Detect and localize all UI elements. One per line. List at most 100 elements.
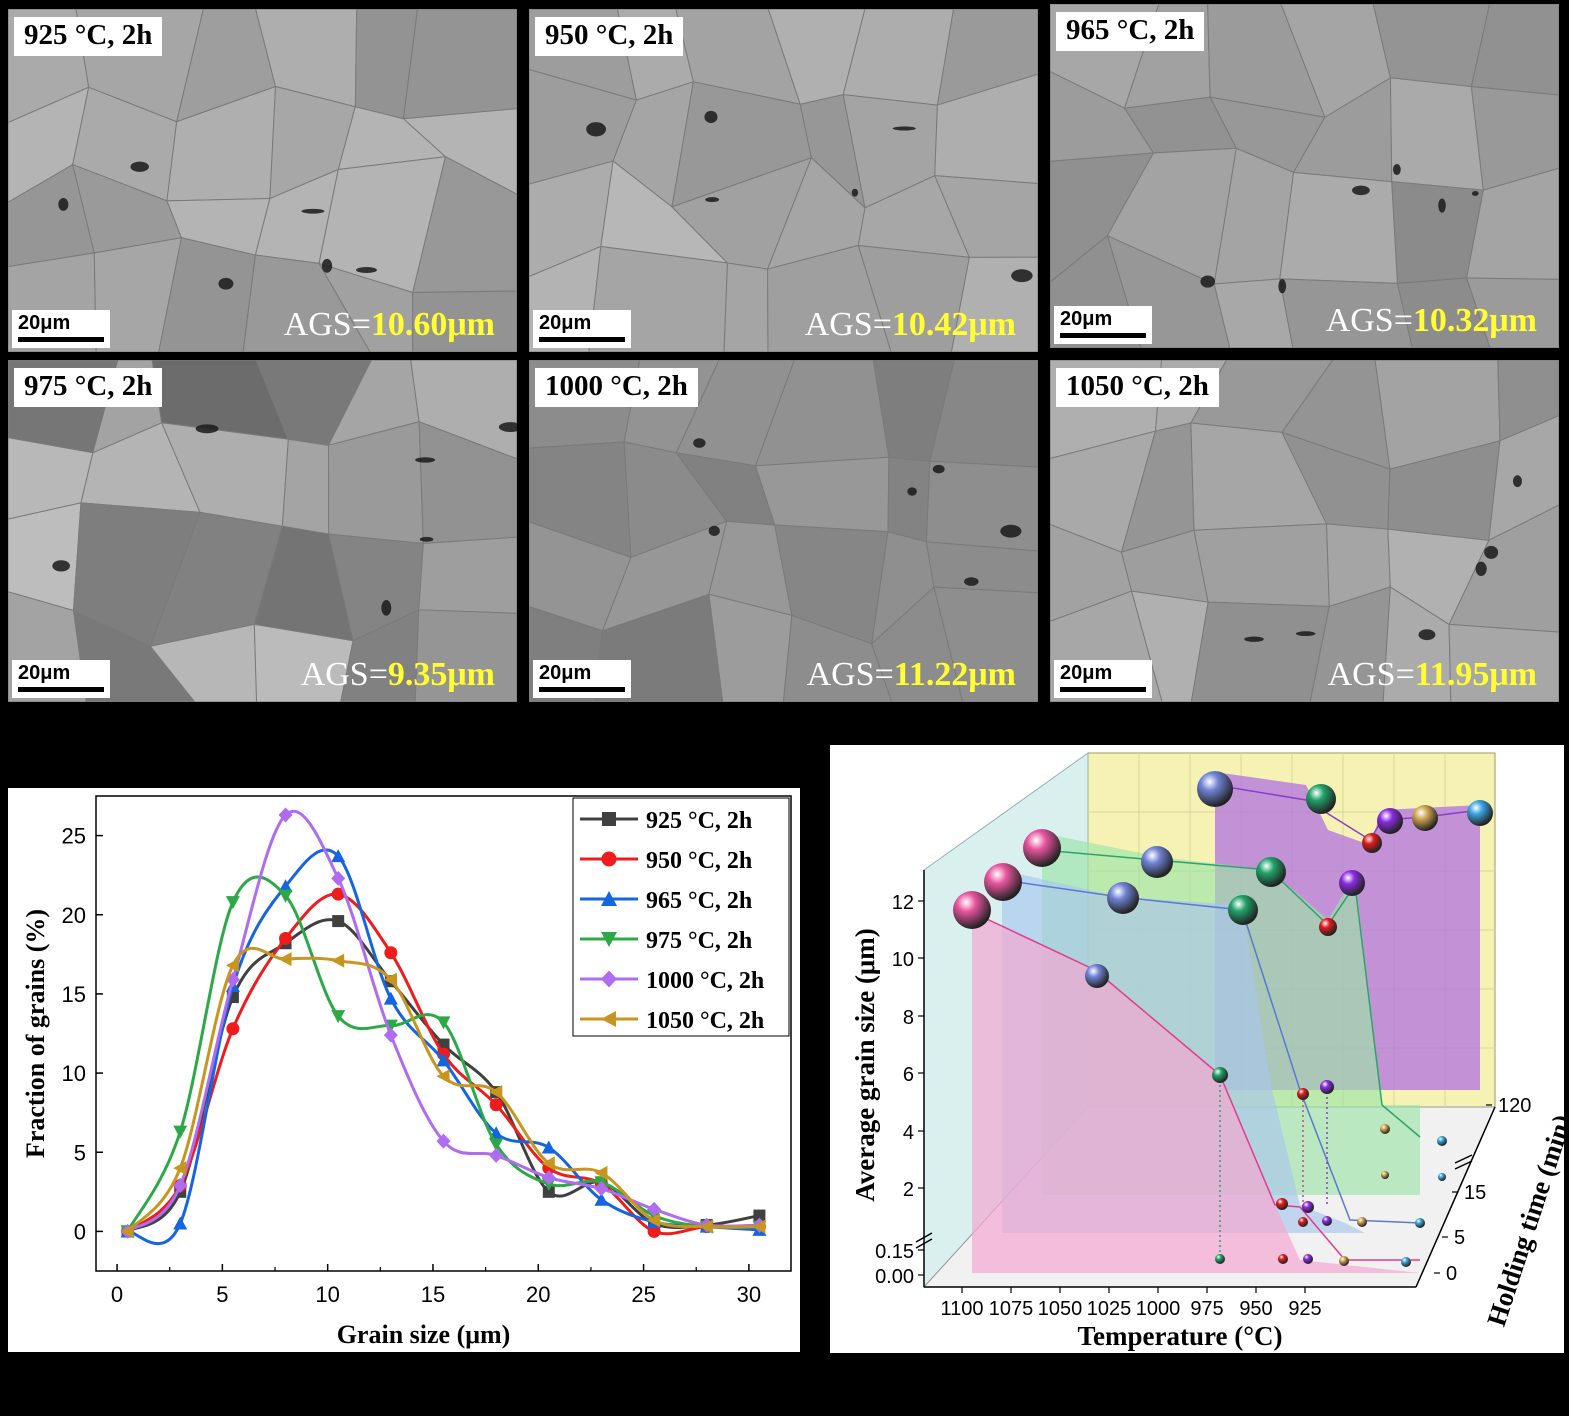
z-tick-label: 0 [1446, 1263, 1457, 1285]
micrograph-image [1050, 360, 1559, 702]
scale-label: 20μm [539, 312, 592, 334]
y-tick-label: 15 [62, 982, 86, 1007]
data-point [436, 1133, 451, 1149]
scale-label: 20μm [1060, 662, 1113, 684]
x-tick-label: 1025 [1087, 1298, 1132, 1320]
grain [1465, 277, 1559, 348]
ags-label: AGS= [806, 656, 894, 693]
data-sphere [984, 863, 1022, 901]
data-point [699, 1219, 713, 1234]
data-sphere [1212, 1067, 1228, 1083]
y-tick-label: 25 [62, 824, 86, 849]
grain [402, 108, 517, 195]
data-sphere [1381, 1171, 1389, 1179]
pore [932, 464, 945, 474]
pore [356, 267, 377, 274]
data-point [541, 1156, 555, 1171]
z-tick-label: 15 [1464, 1182, 1486, 1204]
micrograph-title: 965 °C, 2h [1056, 12, 1205, 51]
pore [130, 161, 149, 172]
legend-box [572, 797, 790, 1037]
y-tick-label: 0.00 [875, 1266, 914, 1288]
grain [340, 609, 420, 702]
scale-bar: 20μm [12, 660, 110, 698]
pore [1471, 191, 1479, 196]
data-point [332, 915, 345, 928]
scale-bar-line [539, 687, 625, 692]
data-sphere [1278, 1254, 1288, 1264]
ags-value: 11.95μm [1414, 656, 1537, 693]
data-sphere [1362, 833, 1382, 853]
data-sphere [1438, 1173, 1446, 1181]
x-tick-label: 1000 [1136, 1298, 1181, 1320]
x-tick-label: 20 [526, 1282, 550, 1307]
pore [693, 438, 706, 448]
scale-bar: 20μm [533, 310, 631, 348]
grain [418, 421, 517, 545]
legend-label: 965 °C, 2h [646, 888, 752, 914]
micrograph-925: 925 °C, 2h 20μm AGS=10.60μm [8, 9, 517, 352]
scale-bar-line [18, 687, 104, 692]
pore [321, 258, 333, 273]
x-tick-label: 925 [1288, 1298, 1321, 1320]
pore [892, 126, 916, 131]
legend-label: 925 °C, 2h [646, 808, 752, 834]
data-point [542, 1185, 555, 1198]
data-sphere [1306, 784, 1336, 814]
y-axis-label: Fraction of grains (%) [21, 909, 50, 1158]
data-point [278, 807, 293, 823]
y-axis-label: Average grain size (μm) [850, 928, 880, 1201]
y-tick-label: 10 [62, 1061, 86, 1086]
pore [301, 208, 325, 214]
data-sphere [1107, 882, 1139, 914]
pore [1418, 629, 1436, 641]
x-axis-label: Grain size (μm) [337, 1320, 511, 1349]
data-point [489, 1138, 504, 1152]
micrograph-975: 975 °C, 2h 20μm AGS=9.35μm [8, 360, 517, 702]
x-tick-label: 975 [1190, 1298, 1223, 1320]
grain [1497, 360, 1559, 442]
grain [871, 586, 964, 702]
legend: 925 °C, 2h 950 °C, 2h 965 °C, 2h 975 °C, 2h… [572, 797, 790, 1037]
x-tick-label: 1050 [1038, 1298, 1083, 1320]
z-tick-label: 5 [1454, 1227, 1465, 1249]
plot-area [120, 807, 767, 1246]
data-sphere [1339, 870, 1365, 896]
data-point [752, 1219, 766, 1234]
ags-readout: AGS=10.32μm [1326, 304, 1537, 338]
scale-bar-line [539, 337, 625, 342]
micrograph-image [8, 9, 517, 352]
data-point [278, 889, 293, 903]
grain [1372, 4, 1491, 88]
grain [1389, 77, 1484, 191]
ags-label: AGS= [804, 306, 892, 343]
data-sphere [1302, 1201, 1314, 1213]
grain [253, 623, 354, 702]
x-tick-label: 5 [216, 1282, 228, 1307]
avg-grain-3d-svg: 0.00 0.15 2 4 6 8 10 12 1100 1075 1050 1025 1000 975 9… [850, 752, 1569, 1351]
data-point [279, 932, 293, 945]
grain [242, 254, 371, 352]
pore [704, 110, 718, 124]
legend-marker [602, 812, 616, 826]
legend-marker [601, 891, 617, 906]
grain [887, 456, 931, 543]
legend-label: 975 °C, 2h [646, 928, 752, 954]
legend-label: 950 °C, 2h [646, 848, 752, 874]
grain [412, 290, 517, 352]
y-tick-label: 6 [903, 1064, 914, 1086]
x-tick-label: 15 [421, 1282, 445, 1307]
data-sphere [1377, 808, 1403, 834]
y-tick-label: 8 [903, 1007, 914, 1029]
y-tick-label: 4 [903, 1122, 914, 1144]
scale-label: 20μm [18, 312, 71, 334]
y-tick-label: 0.15 [875, 1241, 914, 1263]
axes-frame [95, 795, 792, 1272]
data-point [647, 1213, 661, 1228]
pore [58, 198, 69, 211]
axis-break [915, 1232, 933, 1243]
data-sphere [1276, 1198, 1288, 1210]
data-point [647, 1224, 661, 1238]
pore [586, 122, 606, 137]
y-tick-label: 20 [62, 903, 86, 928]
